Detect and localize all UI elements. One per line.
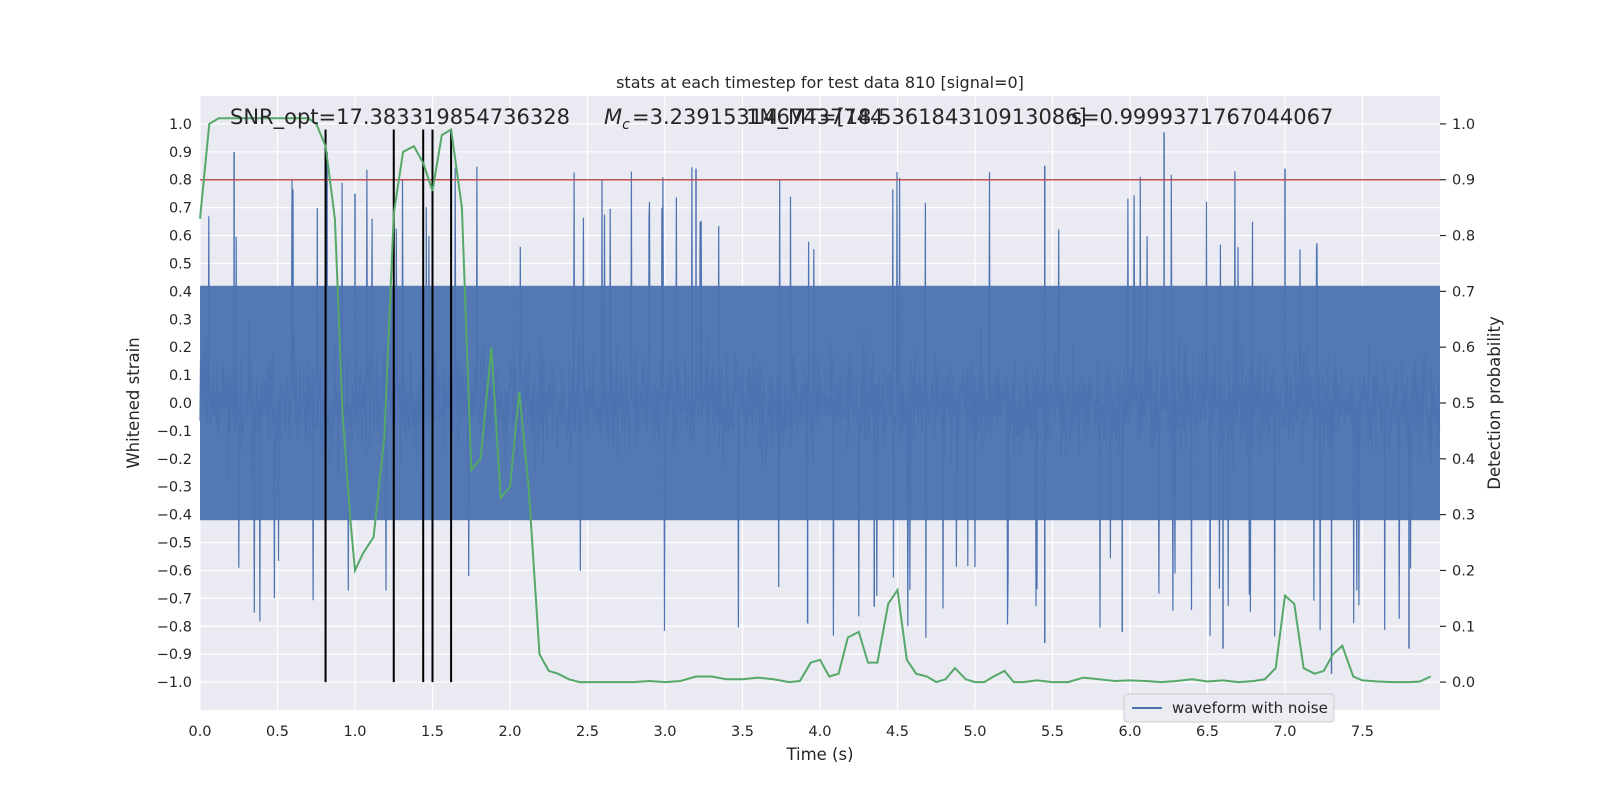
x-tick-label-11: 5.5 [1041,724,1064,740]
annotation-mass: 1M_MT=[18.536184310913086] [746,105,1087,130]
y-right-tick-label-9: 0.1 [1452,619,1475,635]
y-left-tick-label-1: 0.9 [169,145,192,161]
y-left-tick-label-8: 0.2 [169,340,192,356]
x-tick-label-8: 4.0 [808,724,831,740]
annotation-mc-subscript: c [622,117,630,133]
y-left-tick-label-11: −0.1 [157,424,192,440]
annotation-mc-value: =3.2391531467437744 [632,105,883,129]
x-tick-label-3: 1.5 [421,724,444,740]
x-tick-label-10: 5.0 [963,724,986,740]
y-right-tick-label-5: 0.5 [1452,396,1475,412]
y-right-tick-label-4: 0.6 [1452,340,1475,356]
y-left-tick-label-13: −0.3 [157,480,192,496]
right-axis-label: Detection probability [1485,316,1504,490]
y-left-tick-label-17: −0.7 [157,591,192,607]
x-tick-label-12: 6.0 [1118,724,1141,740]
y-left-tick-label-7: 0.3 [169,312,192,328]
y-left-tick-label-14: −0.4 [157,508,192,524]
x-tick-label-14: 7.0 [1273,724,1296,740]
y-left-tick-label-4: 0.6 [169,229,192,245]
y-left-tick-label-16: −0.6 [157,563,192,579]
x-tick-label-7: 3.5 [731,724,754,740]
y-left-tick-label-2: 0.8 [169,173,192,189]
y-left-tick-label-3: 0.7 [169,201,192,217]
x-tick-label-0: 0.0 [188,724,211,740]
y-left-tick-label-10: 0.0 [169,396,192,412]
y-right-tick-label-1: 0.9 [1452,173,1475,189]
waveform-core-band [200,285,1440,521]
x-axis-label: Time (s) [785,745,853,764]
chart-title: stats at each timestep for test data 810… [616,73,1024,92]
y-left-tick-label-15: −0.5 [157,536,192,552]
annotation-s: s=0.9999371767044067 [1071,105,1333,129]
left-axis-label: Whitened strain [124,337,143,468]
probability-line [199,117,1432,684]
y-right-tick-label-2: 0.8 [1452,229,1475,245]
y-right-tick-label-8: 0.2 [1452,563,1475,579]
legend-label-waveform: waveform with noise [1172,699,1328,717]
x-tick-label-1: 0.5 [266,724,289,740]
x-tick-label-4: 2.0 [498,724,521,740]
y-left-tick-label-20: −1.0 [157,675,192,691]
y-left-tick-label-5: 0.5 [169,256,192,272]
legend: waveform with noise [1123,693,1335,723]
x-tick-label-9: 4.5 [886,724,909,740]
y-left-tick-label-12: −0.2 [157,452,192,468]
y-left-tick-label-18: −0.8 [157,619,192,635]
x-axis-ticks: 0.0 0.5 1.0 1.5 2.0 2.5 3.0 3.5 4.0 4.5 5.0 5.5 6.0 6… [188,724,1374,740]
detection-probability-series [199,117,1432,684]
legend-box [1123,693,1335,723]
y-left-tick-label-9: 0.1 [169,368,192,384]
y-right-tick-label-7: 0.3 [1452,508,1475,524]
x-tick-label-15: 7.5 [1351,724,1374,740]
left-axis-ticks: 1.0 0.9 0.8 0.7 0.6 0.5 0.4 0.3 0.2 0.1 0.0 −0.1 −0.… [157,117,192,691]
waveform-series [199,132,1441,674]
annotation-snr: SNR_opt=17.383319854736328 [230,105,570,130]
x-tick-label-2: 1.0 [343,724,366,740]
y-right-tick-label-10: 0.0 [1452,675,1475,691]
y-right-tick-label-0: 1.0 [1452,117,1475,133]
x-tick-label-13: 6.5 [1196,724,1219,740]
annotation-mc-symbol: Mc [604,105,630,133]
annotation-mc-letter: M [604,105,622,129]
y-left-tick-label-6: 0.4 [169,284,192,300]
y-right-tick-label-3: 0.7 [1452,284,1475,300]
x-tick-label-6: 3.0 [653,724,676,740]
right-axis-ticks: 1.0 0.9 0.8 0.7 0.6 0.5 0.4 0.3 0.2 0.1 0.0 [1440,117,1475,691]
y-right-tick-label-6: 0.4 [1452,452,1475,468]
y-left-tick-label-0: 1.0 [169,117,192,133]
y-left-tick-label-19: −0.9 [157,647,192,663]
x-tick-label-5: 2.5 [576,724,599,740]
